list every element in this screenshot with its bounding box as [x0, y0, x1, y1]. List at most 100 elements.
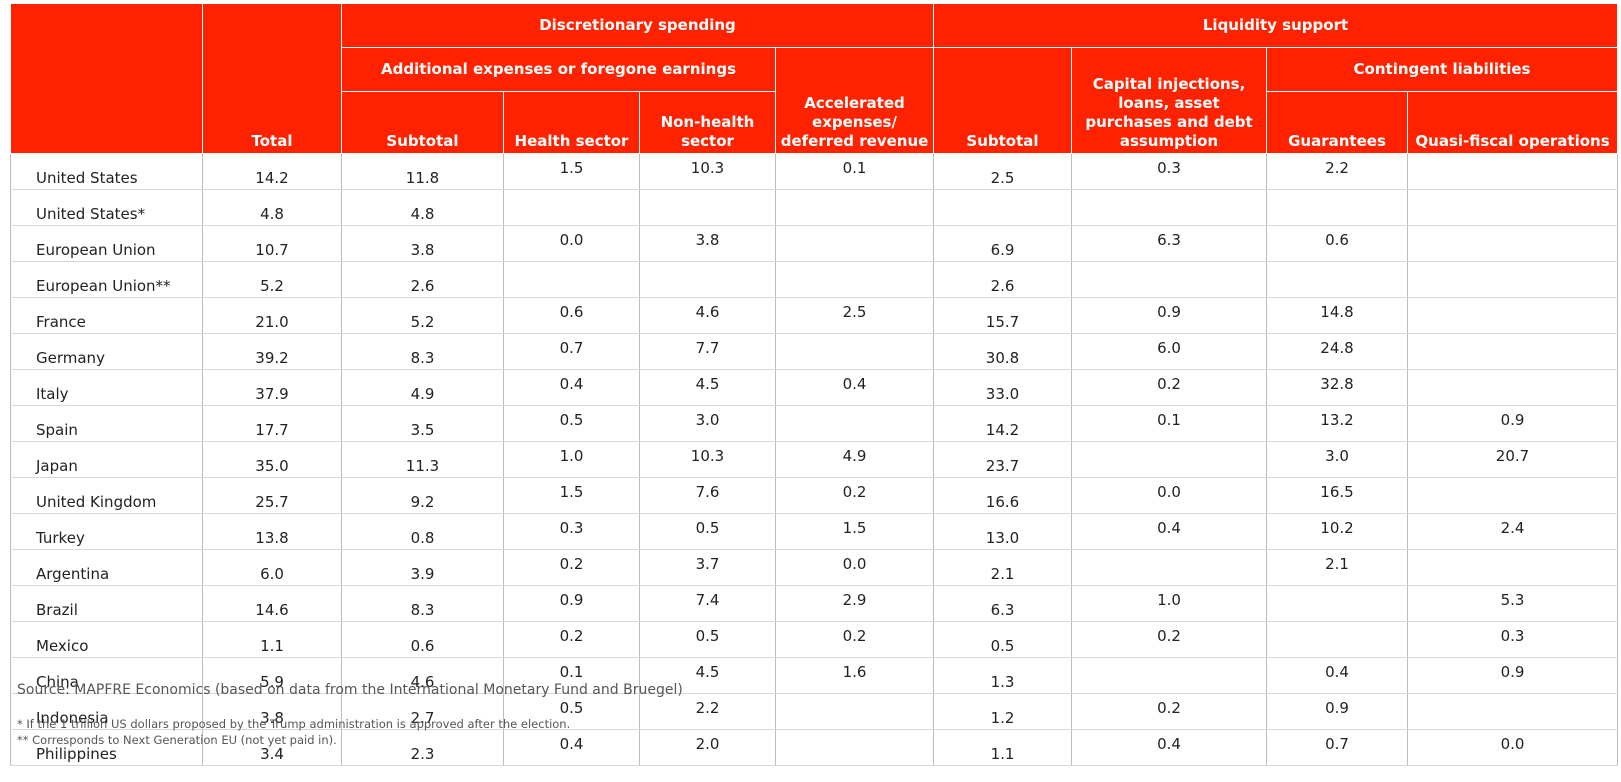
cell-guarantees: 16.5	[1266, 477, 1408, 514]
cell-capital-injections: 0.2	[1071, 693, 1267, 730]
cell-liq-subtotal: 1.1	[933, 729, 1072, 766]
cell-health-sector: 0.4	[503, 369, 640, 406]
cell-disc-subtotal: 2.3	[341, 729, 504, 766]
cell-non-health-sector: 3.0	[639, 405, 776, 442]
cell-health-sector: 0.0	[503, 225, 640, 262]
cell-quasi-fiscal	[1406, 153, 1619, 190]
cell-non-health-sector: 7.4	[639, 585, 776, 622]
cell-guarantees	[1266, 621, 1408, 658]
table-row: United States 14.2 11.8 1.5 10.3 0.1 2.5 0.3 2.2	[10, 153, 1619, 190]
cell-quasi-fiscal: 2.4	[1406, 513, 1619, 550]
cell-total: 13.8	[202, 513, 342, 550]
cell-capital-injections: 0.2	[1071, 369, 1267, 406]
cell-health-sector: 0.5	[503, 693, 640, 730]
cell-health-sector: 0.3	[503, 513, 640, 550]
cell-accelerated-expenses: 2.9	[775, 585, 934, 622]
cell-country: Mexico	[10, 621, 203, 658]
cell-liq-subtotal	[933, 189, 1072, 226]
cell-guarantees: 2.1	[1266, 549, 1408, 586]
table-row: Philippines 3.4 2.3 0.4 2.0 1.1 0.4 0.7 0.0	[10, 729, 1619, 766]
cell-liq-subtotal: 1.3	[933, 657, 1072, 694]
cell-liq-subtotal: 0.5	[933, 621, 1072, 658]
cell-country: France	[10, 297, 203, 334]
cell-quasi-fiscal	[1406, 549, 1619, 586]
cell-capital-injections: 0.1	[1071, 405, 1267, 442]
cell-country: Argentina	[10, 549, 203, 586]
cell-country: United Kingdom	[10, 477, 203, 514]
cell-capital-injections: 0.2	[1071, 621, 1267, 658]
cell-guarantees	[1266, 189, 1408, 226]
cell-total: 10.7	[202, 225, 342, 262]
cell-liq-subtotal: 15.7	[933, 297, 1072, 334]
cell-guarantees: 0.6	[1266, 225, 1408, 262]
cell-health-sector: 1.0	[503, 441, 640, 478]
cell-accelerated-expenses	[775, 189, 934, 226]
table-body: United States 14.2 11.8 1.5 10.3 0.1 2.5 0.3 2.2…	[10, 153, 1619, 766]
cell-capital-injections	[1071, 189, 1267, 226]
header-guarantees: Guarantees	[1266, 91, 1408, 154]
table-row: Japan 35.0 11.3 1.0 10.3 4.9 23.7 3.0 20.7	[10, 441, 1619, 478]
source-note: Source: MAPFRE Economics (based on data …	[17, 682, 683, 698]
header-total: Total	[202, 3, 342, 154]
cell-liq-subtotal: 6.9	[933, 225, 1072, 262]
table-row: United States* 4.8 4.8	[10, 189, 1619, 226]
cell-liq-subtotal: 14.2	[933, 405, 1072, 442]
cell-non-health-sector: 4.6	[639, 297, 776, 334]
table-row: Germany 39.2 8.3 0.7 7.7 30.8 6.0 24.8	[10, 333, 1619, 370]
header-health-sector: Health sector	[503, 91, 640, 154]
cell-total: 5.9	[202, 657, 342, 694]
table-row: Spain 17.7 3.5 0.5 3.0 14.2 0.1 13.2 0.9	[10, 405, 1619, 442]
cell-capital-injections: 0.0	[1071, 477, 1267, 514]
cell-accelerated-expenses: 4.9	[775, 441, 934, 478]
table-row: Indonesia 3.8 2.7 0.5 2.2 1.2 0.2 0.9	[10, 693, 1619, 730]
cell-capital-injections: 0.3	[1071, 153, 1267, 190]
cell-accelerated-expenses	[775, 693, 934, 730]
cell-total: 17.7	[202, 405, 342, 442]
table-row: France 21.0 5.2 0.6 4.6 2.5 15.7 0.9 14.8	[10, 297, 1619, 334]
cell-capital-injections	[1071, 441, 1267, 478]
table-row: European Union** 5.2 2.6 2.6	[10, 261, 1619, 298]
cell-country: Spain	[10, 405, 203, 442]
cell-total: 25.7	[202, 477, 342, 514]
cell-accelerated-expenses	[775, 405, 934, 442]
fiscal-measures-table: Total Discretionary spending Liquidity s…	[10, 3, 1619, 766]
cell-guarantees: 0.9	[1266, 693, 1408, 730]
cell-total: 14.2	[202, 153, 342, 190]
cell-health-sector: 0.2	[503, 621, 640, 658]
cell-total: 21.0	[202, 297, 342, 334]
cell-capital-injections	[1071, 261, 1267, 298]
cell-liq-subtotal: 33.0	[933, 369, 1072, 406]
cell-non-health-sector: 10.3	[639, 441, 776, 478]
cell-health-sector	[503, 189, 640, 226]
cell-quasi-fiscal	[1406, 189, 1619, 226]
cell-health-sector: 1.5	[503, 477, 640, 514]
cell-country: Brazil	[10, 585, 203, 622]
cell-total: 3.4	[202, 729, 342, 766]
cell-guarantees: 0.7	[1266, 729, 1408, 766]
cell-total: 35.0	[202, 441, 342, 478]
footnote-1: * If the 1 trillion US dollars proposed …	[17, 717, 571, 731]
table-row: United Kingdom 25.7 9.2 1.5 7.6 0.2 16.6 0.0 16.…	[10, 477, 1619, 514]
cell-health-sector: 0.2	[503, 549, 640, 586]
footnote-2: ** Corresponds to Next Generation EU (no…	[17, 733, 337, 747]
cell-disc-subtotal: 8.3	[341, 585, 504, 622]
header-liquidity-subtotal: Subtotal	[933, 47, 1072, 154]
cell-quasi-fiscal: 0.9	[1406, 405, 1619, 442]
cell-guarantees	[1266, 585, 1408, 622]
cell-non-health-sector: 7.7	[639, 333, 776, 370]
cell-capital-injections: 6.0	[1071, 333, 1267, 370]
cell-disc-subtotal: 9.2	[341, 477, 504, 514]
cell-total: 3.8	[202, 693, 342, 730]
cell-quasi-fiscal	[1406, 693, 1619, 730]
cell-country: Turkey	[10, 513, 203, 550]
table-row: Argentina 6.0 3.9 0.2 3.7 0.0 2.1 2.1	[10, 549, 1619, 586]
cell-country: European Union	[10, 225, 203, 262]
table-row: Mexico 1.1 0.6 0.2 0.5 0.2 0.5 0.2 0.3	[10, 621, 1619, 658]
cell-country: Germany	[10, 333, 203, 370]
cell-disc-subtotal: 2.7	[341, 693, 504, 730]
cell-accelerated-expenses	[775, 333, 934, 370]
cell-disc-subtotal: 11.8	[341, 153, 504, 190]
cell-health-sector: 1.5	[503, 153, 640, 190]
cell-guarantees: 3.0	[1266, 441, 1408, 478]
cell-quasi-fiscal	[1406, 261, 1619, 298]
